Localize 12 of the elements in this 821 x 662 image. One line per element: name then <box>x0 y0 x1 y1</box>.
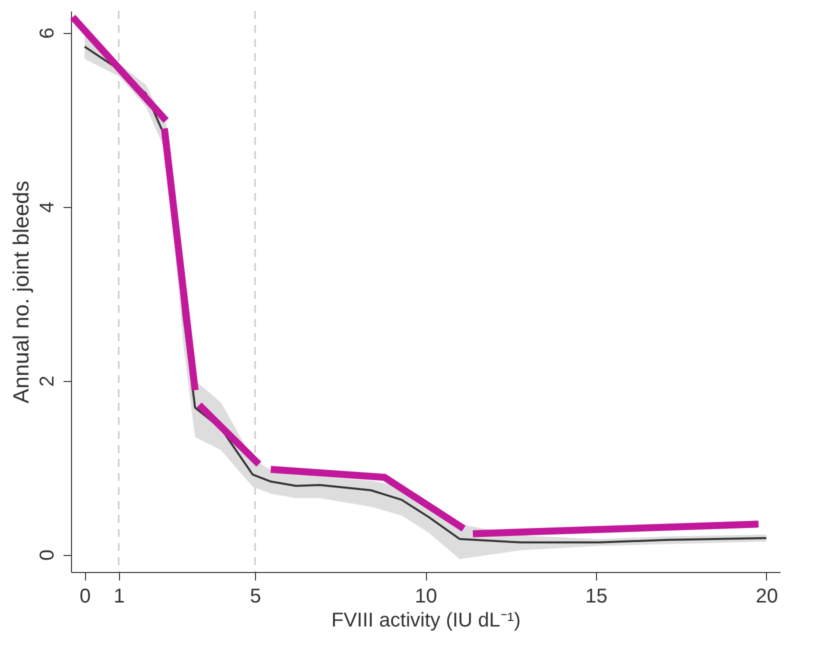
y-tick-label: 4 <box>36 202 58 213</box>
y-axis-title: Annual no. joint bleeds <box>8 180 34 404</box>
x-tick-label: 15 <box>585 586 608 608</box>
x-tick-label: 10 <box>414 586 438 608</box>
x-tick-label: 20 <box>756 586 778 608</box>
x-tick-label: 1 <box>114 586 125 608</box>
x-tick-label: 5 <box>250 586 262 608</box>
x-axis-title: FVIII activity (IU dL⁻¹) <box>331 610 521 632</box>
y-tick-label: 0 <box>36 550 58 561</box>
x-tick-label: 0 <box>80 586 91 608</box>
y-tick-label: 2 <box>36 376 58 387</box>
y-tick-label: 6 <box>36 28 58 39</box>
